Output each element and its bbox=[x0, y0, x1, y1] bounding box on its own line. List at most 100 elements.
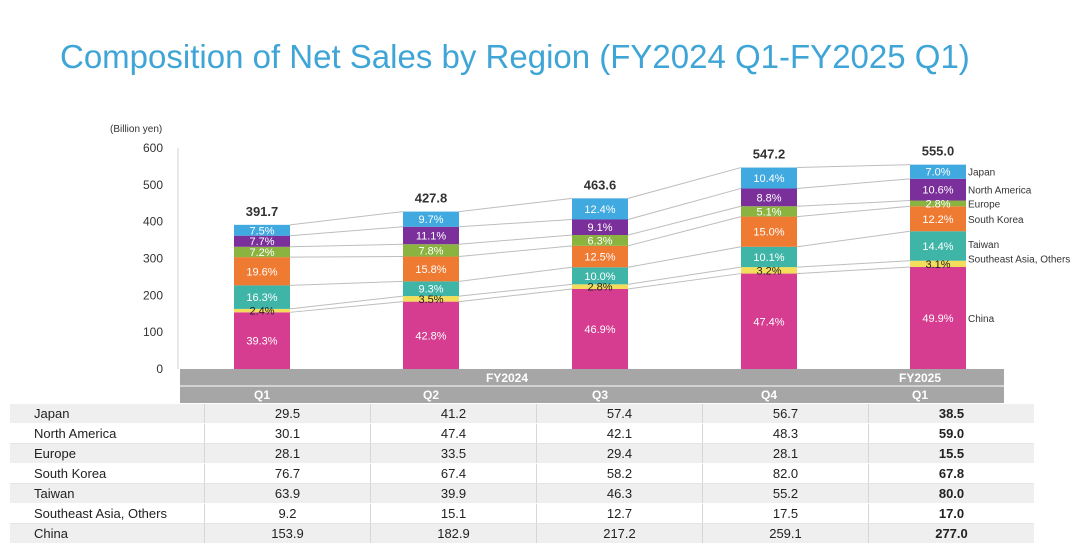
table-cell: 28.1 bbox=[702, 443, 869, 464]
fiscal-year-label: FY2024 bbox=[486, 371, 528, 385]
segment-pct-label: 5.1% bbox=[756, 206, 781, 218]
bar-segment bbox=[910, 200, 966, 207]
segment-pct-label: 8.8% bbox=[756, 192, 781, 204]
bar-segment bbox=[741, 267, 797, 274]
bar-segment bbox=[572, 235, 628, 246]
table-cell: 42.1 bbox=[536, 423, 703, 444]
table-row: China 153.9 182.9 217.2 259.1 277.0 bbox=[10, 523, 1034, 544]
series-label: Europe bbox=[968, 199, 1001, 210]
segment-pct-label: 15.8% bbox=[415, 264, 446, 276]
series-label: China bbox=[968, 314, 995, 325]
connector-line bbox=[627, 266, 742, 285]
table-cell: 17.5 bbox=[702, 503, 869, 524]
bar-segment bbox=[403, 211, 459, 227]
table-row: Taiwan 63.9 39.9 46.3 55.2 80.0 bbox=[10, 483, 1034, 504]
table-cell: 48.3 bbox=[702, 423, 869, 444]
connector-line bbox=[796, 200, 911, 207]
bar-segment bbox=[234, 224, 290, 236]
connector-line bbox=[458, 266, 573, 282]
connector-line bbox=[627, 273, 742, 290]
segment-pct-label: 9.3% bbox=[418, 284, 443, 296]
connector-line bbox=[796, 266, 911, 275]
segment-pct-label: 10.4% bbox=[753, 173, 784, 185]
segment-pct-label: 10.1% bbox=[753, 252, 784, 264]
segment-pct-label: 39.3% bbox=[246, 336, 277, 348]
bar-segment bbox=[234, 285, 290, 309]
bar-segment bbox=[741, 167, 797, 189]
segment-pct-label: 16.3% bbox=[246, 292, 277, 304]
y-tick-label: 100 bbox=[143, 325, 163, 339]
unit-label: (Billion yen) bbox=[110, 124, 162, 135]
connector-line bbox=[289, 280, 404, 286]
bar-segment bbox=[403, 281, 459, 297]
table-cell: 39.9 bbox=[370, 483, 537, 504]
connector-line bbox=[627, 205, 742, 236]
table-row: South Korea 76.7 67.4 58.2 82.0 67.8 bbox=[10, 463, 1034, 484]
bar-segment bbox=[741, 273, 797, 369]
connector-line bbox=[458, 234, 573, 245]
total-label: 391.7 bbox=[246, 204, 279, 219]
segment-pct-label: 9.1% bbox=[587, 222, 612, 234]
bar-segment bbox=[910, 260, 966, 267]
bar-segment bbox=[572, 198, 628, 220]
connector-line bbox=[458, 245, 573, 258]
bar-segment bbox=[572, 267, 628, 285]
data-table: Japan 29.5 41.2 57.4 56.7 38.5 North America 30… bbox=[10, 404, 1034, 544]
table-cell: 12.7 bbox=[536, 503, 703, 524]
table-cell: 29.4 bbox=[536, 443, 703, 464]
table-cell: 33.5 bbox=[370, 443, 537, 464]
segment-pct-label: 9.7% bbox=[418, 214, 443, 226]
table-cell: 30.1 bbox=[204, 423, 371, 444]
row-label: China bbox=[10, 523, 205, 544]
bar-segment bbox=[741, 188, 797, 207]
bar-segment bbox=[234, 308, 290, 313]
connector-line bbox=[627, 167, 742, 199]
connector-line bbox=[289, 295, 404, 310]
series-label: Japan bbox=[968, 168, 995, 179]
table-cell: 182.9 bbox=[370, 523, 537, 544]
segment-pct-label: 42.8% bbox=[415, 330, 446, 342]
bar-segment bbox=[741, 246, 797, 268]
row-label: Japan bbox=[10, 404, 205, 424]
table-row: Japan 29.5 41.2 57.4 56.7 38.5 bbox=[10, 404, 1034, 424]
y-tick-label: 0 bbox=[156, 362, 163, 376]
table-cell: 56.7 bbox=[702, 404, 869, 424]
connector-line bbox=[458, 283, 573, 297]
table-cell: 41.2 bbox=[370, 404, 537, 424]
table-cell: 277.0 bbox=[868, 523, 1034, 544]
series-label: Southeast Asia, Others bbox=[968, 255, 1070, 266]
bar-segment bbox=[910, 178, 966, 201]
category-label: Q3 bbox=[592, 388, 608, 402]
bar-segment bbox=[910, 231, 966, 261]
segment-pct-label: 2.8% bbox=[587, 282, 612, 294]
table-cell: 55.2 bbox=[702, 483, 869, 504]
table-cell: 59.0 bbox=[868, 423, 1034, 444]
connector-line bbox=[458, 288, 573, 303]
bar-segment bbox=[234, 246, 290, 258]
segment-pct-label: 10.0% bbox=[584, 271, 615, 283]
segment-pct-label: 10.6% bbox=[922, 185, 953, 197]
connector-line bbox=[289, 301, 404, 313]
bar-segment bbox=[572, 288, 628, 369]
connector-line bbox=[796, 164, 911, 169]
category-label: Q1 bbox=[254, 388, 270, 402]
table-cell: 17.0 bbox=[868, 503, 1034, 524]
connector-line bbox=[796, 178, 911, 189]
table-cell: 63.9 bbox=[204, 483, 371, 504]
segment-labels: 39.3% 2.4% 16.3% 19.6% 7.2%7.7%7.5% 391.7 42.8… bbox=[246, 144, 955, 348]
table-row: Europe 28.1 33.5 29.4 28.1 15.5 bbox=[10, 443, 1034, 464]
table-cell: 38.5 bbox=[868, 404, 1034, 424]
fiscal-year-label: FY2025 bbox=[899, 371, 941, 385]
connector-line bbox=[796, 260, 911, 268]
bar-segment bbox=[234, 235, 290, 247]
bar-segment bbox=[910, 206, 966, 232]
bar-segment bbox=[403, 256, 459, 282]
connector-line bbox=[627, 187, 742, 220]
bar-segment bbox=[234, 257, 290, 286]
connector-line bbox=[289, 256, 404, 258]
segment-pct-label: 7.8% bbox=[418, 245, 443, 257]
bar-segment bbox=[403, 296, 459, 302]
segment-pct-label: 12.2% bbox=[922, 214, 953, 226]
segment-pct-label: 19.6% bbox=[246, 266, 277, 278]
table-row: Southeast Asia, Others 9.2 15.1 12.7 17.5 17.… bbox=[10, 503, 1034, 524]
